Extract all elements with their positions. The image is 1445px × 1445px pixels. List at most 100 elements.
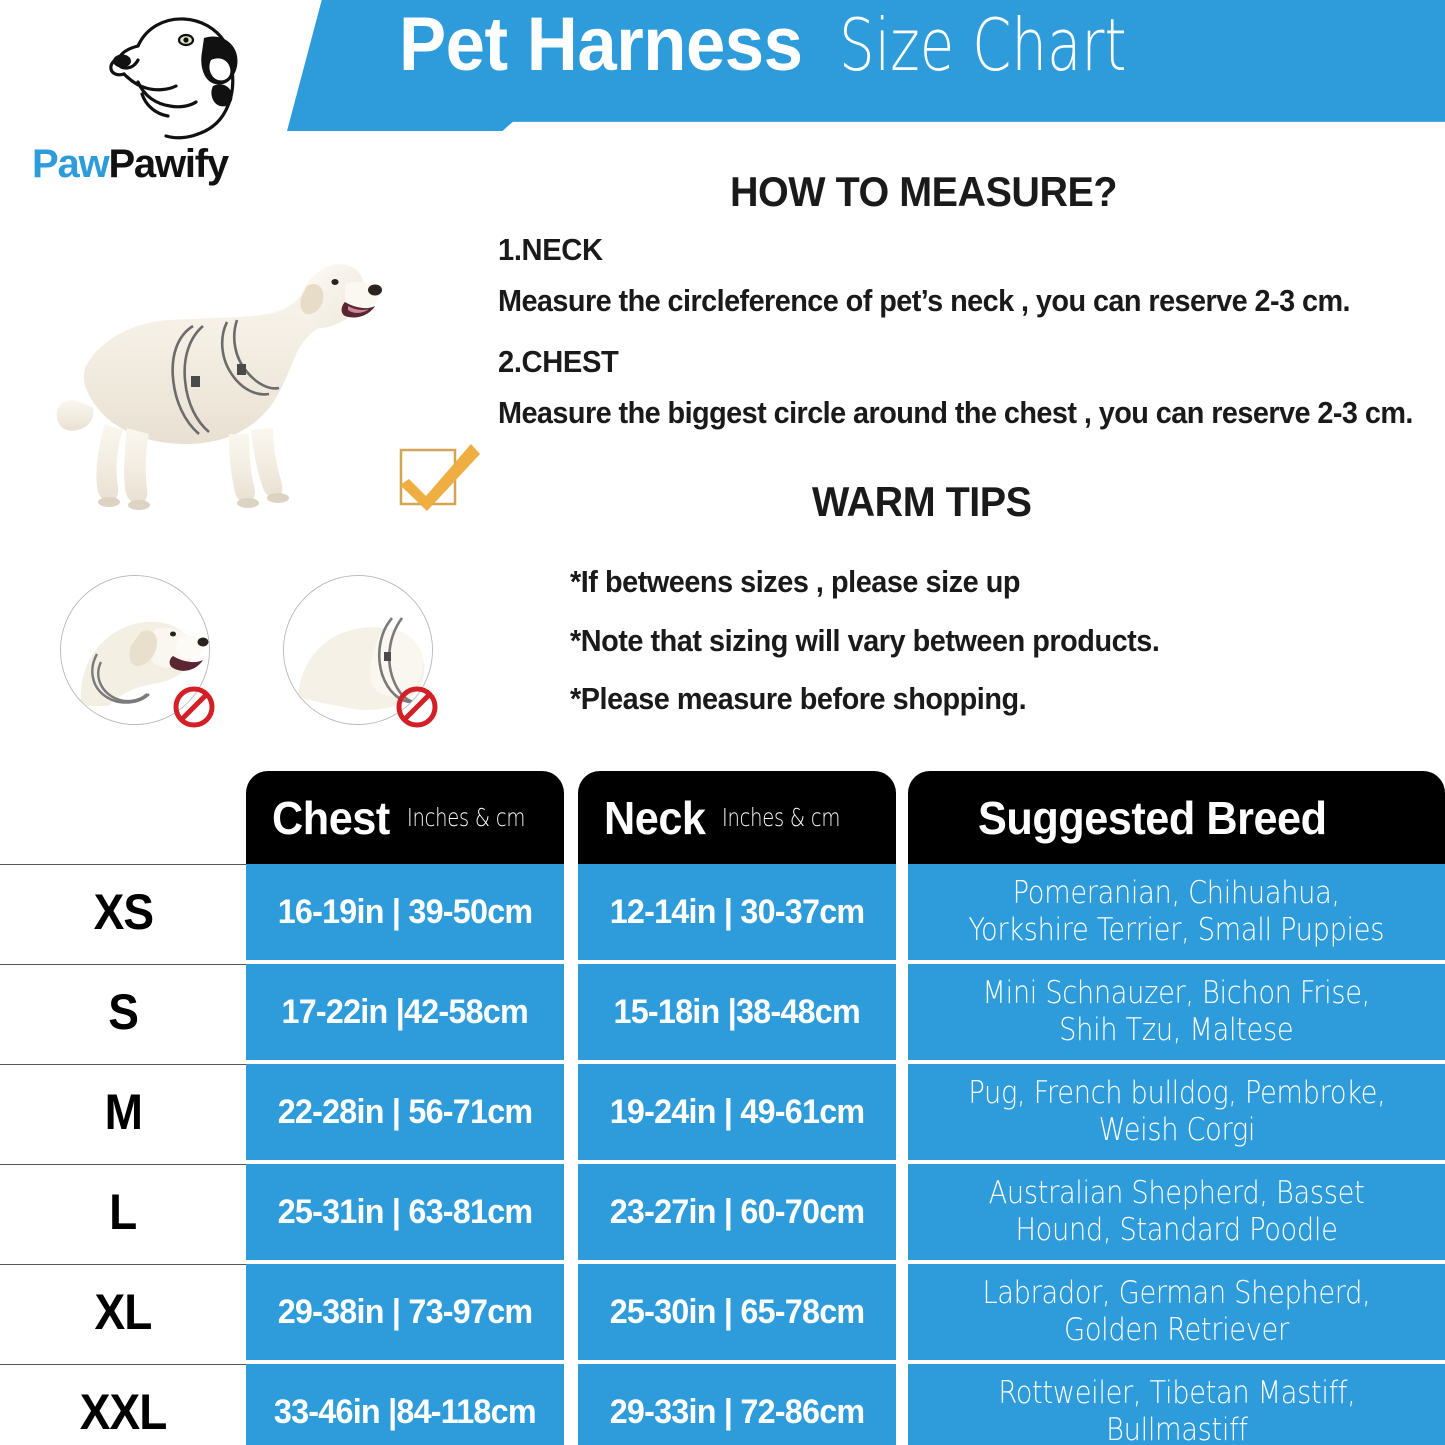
neck-tape-clip [237,364,246,375]
table-row: L 25-31in | 63-81cm 23-27in | 60-70cm Austr… [0,1164,1445,1260]
prohibited-icon [173,686,215,728]
measure-step-1-body: Measure the circleference of pet’s neck … [498,282,1351,318]
dog-head-icon [109,17,238,140]
cell-size: M [0,1064,246,1160]
cell-neck-text: 25-30in | 65-78cm [609,1292,865,1331]
table-header-breed: Suggested Breed [908,771,1445,864]
cell-chest-text: 25-31in | 63-81cm [277,1192,533,1231]
brand-name-part1: Paw [32,142,110,186]
warm-tip-2: *Note that sizing will vary between prod… [570,622,1160,658]
cell-neck-text: 29-33in | 72-86cm [609,1392,865,1431]
measure-step-1-heading: 1.NECK [498,232,603,267]
cell-neck: 25-30in | 65-78cm [578,1264,896,1360]
cell-chest-text: 29-38in | 73-97cm [277,1292,533,1331]
cell-neck-text: 23-27in | 60-70cm [609,1192,865,1231]
cell-breed-text: Rottweiler, Tibetan Mastiff, Bullmastiff [997,1375,1356,1445]
cell-chest-text: 22-28in | 56-71cm [277,1092,533,1131]
row-divider [0,1164,246,1165]
inset-circle-1 [60,575,210,725]
brand-name: PawPawify [32,142,229,186]
table-header-neck: Neck Inches & cm [578,771,896,864]
table-row: M 22-28in | 56-71cm 19-24in | 49-61cm Pug, … [0,1064,1445,1160]
table-header-chest-label: Chest [272,791,390,844]
cell-neck-text: 19-24in | 49-61cm [609,1092,865,1131]
table-header-row: Chest Inches & cm Neck Inches & cm Sugge… [0,771,1445,864]
warm-tip-1: *If betweens sizes , please size up [570,564,1021,599]
how-to-measure-title: HOW TO MEASURE? [730,168,1118,215]
cell-neck: 12-14in | 30-37cm [578,864,896,960]
orange-checkmark-icon [399,444,480,511]
row-gap [0,960,1445,964]
cell-size-label: L [109,1184,137,1240]
chest-tape-clip [191,376,200,387]
row-gap [0,1260,1445,1264]
neck-tape [220,319,280,396]
brand-name-part2: Pawify [108,142,229,186]
cell-breed: Labrador, German Shepherd, Golden Retriev… [908,1264,1445,1360]
cell-size-label: S [108,984,139,1040]
cell-breed-text: Pomeranian, Chihuahua, Yorkshire Terrier,… [968,875,1385,948]
prohibited-icon [396,686,438,728]
cell-size: XL [0,1264,246,1360]
row-gap [0,1060,1445,1064]
cell-breed-text: Pug, French bulldog, Pembroke, Weish Corg… [967,1075,1385,1148]
cell-chest-text: 16-19in | 39-50cm [277,892,533,931]
row-divider [0,1064,246,1065]
table-row: XS 16-19in | 39-50cm 12-14in | 30-37cm Pome… [0,864,1445,960]
dog-head-incorrect-photo-1 [61,576,209,724]
cell-chest: 33-46in |84-118cm [246,1364,564,1445]
cell-chest-text: 17-22in |42-58cm [281,992,529,1031]
cell-size-label: XL [94,1284,153,1340]
cell-size: S [0,964,246,1060]
cell-neck-text: 12-14in | 30-37cm [609,892,865,931]
how-to-measure-list: 1.NECK Measure the circleference of pet’… [498,232,1438,431]
dog-measure-illustration [45,248,390,523]
row-divider [0,1364,246,1365]
cell-chest: 25-31in | 63-81cm [246,1164,564,1260]
table-body: XS 16-19in | 39-50cm 12-14in | 30-37cm Pome… [0,864,1445,1445]
cell-breed: Australian Shepherd, Basset Hound, Standa… [908,1164,1445,1260]
cell-chest-text: 33-46in |84-118cm [274,1392,537,1431]
cell-chest: 16-19in | 39-50cm [246,864,564,960]
cell-breed-text: Australian Shepherd, Basset Hound, Standa… [988,1175,1365,1248]
warm-tips-list: *If betweens sizes , please size up *Not… [570,564,1445,740]
header-title-bold: Pet Harness [399,2,803,87]
warm-tip-3: *Please measure before shopping. [570,681,1027,717]
cell-size: XS [0,864,246,960]
cell-breed: Mini Schnauzer, Bichon Frise, Shih Tzu, M… [908,964,1445,1060]
neck-tape-inset-1 [91,653,150,704]
cell-chest: 22-28in | 56-71cm [246,1064,564,1160]
chest-tape [171,324,210,435]
cell-breed-text: Labrador, German Shepherd, Golden Retriev… [982,1275,1371,1348]
row-divider [0,964,246,965]
table-header-chest-units: Inches & cm [407,803,526,832]
table-header-neck-label: Neck [604,791,706,844]
cell-neck: 29-33in | 72-86cm [578,1364,896,1445]
cell-size-label: XS [93,884,153,940]
dog-profile-photo [56,264,382,510]
table-row: XL 29-38in | 73-97cm 25-30in | 65-78cm Labr… [0,1264,1445,1360]
brand-logo: PawPawify [18,8,286,198]
cell-breed: Pomeranian, Chihuahua, Yorkshire Terrier,… [908,864,1445,960]
cell-breed: Rottweiler, Tibetan Mastiff, Bullmastiff [908,1364,1445,1445]
table-header-chest: Chest Inches & cm [246,771,564,864]
header-title: Pet Harness Size Chart [399,7,1207,83]
incorrect-example-2 [283,575,441,733]
table-header-neck-units: Inches & cm [721,803,841,832]
header-banner: Pet Harness Size Chart [287,0,1445,131]
cell-neck: 15-18in |38-48cm [578,964,896,1060]
cell-size: L [0,1164,246,1260]
cell-neck-text: 15-18in |38-48cm [613,992,861,1031]
incorrect-example-1 [60,575,218,733]
row-gap [0,1160,1445,1164]
table-row: S 17-22in |42-58cm 15-18in |38-48cm Mini Sc… [0,964,1445,1060]
cell-neck: 19-24in | 49-61cm [578,1064,896,1160]
warm-tips-title: WARM TIPS [812,478,1032,525]
cell-breed: Pug, French bulldog, Pembroke, Weish Corg… [908,1064,1445,1160]
cell-size-label: M [104,1084,142,1140]
row-divider [0,1264,246,1265]
dog-neck-incorrect-photo-2 [284,576,432,724]
inset-circle-2 [283,575,433,725]
header-title-light: Size Chart [838,3,1127,87]
